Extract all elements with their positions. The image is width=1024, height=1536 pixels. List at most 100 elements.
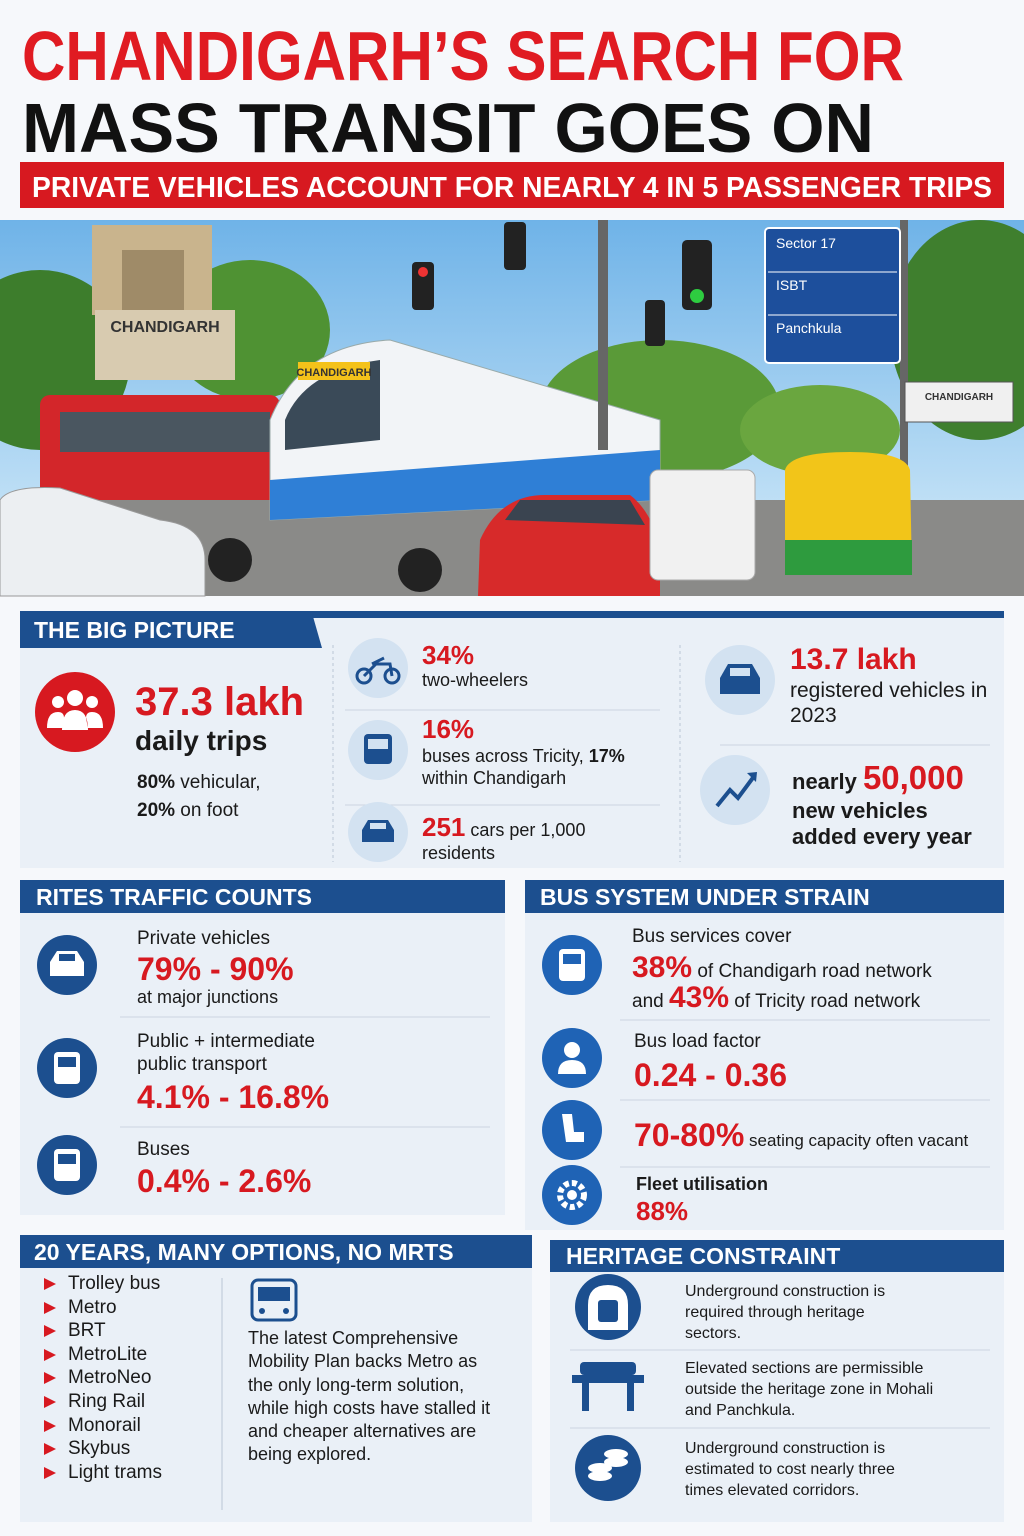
train-icon xyxy=(250,1278,298,1322)
figure: 88% xyxy=(636,1196,689,1226)
section-heading: 20 YEARS, MANY OPTIONS, NO MRTS xyxy=(34,1239,454,1265)
figure: 16% xyxy=(422,714,475,744)
option-item: BRT xyxy=(42,1319,106,1342)
option-item: Ring Rail xyxy=(42,1390,145,1413)
section-bar xyxy=(550,1240,1004,1272)
coins-icon xyxy=(575,1435,641,1501)
bus-icon xyxy=(37,1038,97,1098)
growth-icon xyxy=(700,755,770,825)
text-line: 38% of Chandigarh road network xyxy=(632,950,932,986)
landmark xyxy=(122,250,184,315)
car-icon xyxy=(37,935,97,995)
section-bar xyxy=(20,1235,532,1268)
figure: 4.1% - 16.8% xyxy=(137,1079,330,1115)
label: vehicular, xyxy=(175,772,261,793)
option-item: Light trams xyxy=(42,1461,162,1484)
label: on foot xyxy=(175,800,239,821)
section-tab xyxy=(20,613,322,648)
direction-sign-text: Panchkula xyxy=(776,320,842,336)
figure: 80% xyxy=(137,772,176,793)
light xyxy=(690,289,704,303)
landmark-sign: CHANDIGARH xyxy=(110,319,219,336)
motorcycle-icon xyxy=(348,638,408,698)
tram-sign-board xyxy=(298,362,370,380)
option-item: Monorail xyxy=(42,1414,141,1437)
direction-sign-text: Sector 17 xyxy=(776,235,836,251)
bus-icon xyxy=(37,1135,97,1195)
elevated-icon xyxy=(572,1362,644,1411)
label: Fleet utilisation xyxy=(636,1174,769,1194)
figure: 70-80% xyxy=(634,1117,745,1153)
label: of Tricity road network xyxy=(729,991,921,1012)
title-line: CHANDIGARH’S SEARCH FOR xyxy=(22,17,904,95)
people-icon xyxy=(35,672,115,752)
title-line: MASS TRANSIT GOES ON xyxy=(22,89,874,167)
note: at major junctions xyxy=(137,987,279,1007)
option-item: Trolley bus xyxy=(42,1272,160,1295)
seat-icon xyxy=(542,1100,602,1160)
landmark-sign-board xyxy=(95,310,235,380)
heritage-note: Underground construction is required thr… xyxy=(685,1283,886,1342)
street-photo: CHANDIGARH CHANDIGARH Sector 17 ISBT Pan… xyxy=(0,220,1024,597)
section-bar xyxy=(525,880,1004,913)
label: Bus load factor xyxy=(634,1031,761,1052)
car-icon xyxy=(348,802,408,862)
section-heading: BUS SYSTEM UNDER STRAIN xyxy=(540,884,870,910)
figure: 17% xyxy=(588,746,625,766)
person-icon xyxy=(542,1028,602,1088)
heritage-note: Underground construction is estimated to… xyxy=(685,1440,895,1499)
figure: 50,000 xyxy=(862,759,964,796)
text-line: 20% on foot xyxy=(137,800,238,823)
subtitle-banner xyxy=(20,162,1004,208)
text-line: 80% vehicular, xyxy=(137,772,261,795)
panel xyxy=(20,1235,532,1522)
tunnel-icon xyxy=(575,1274,641,1340)
figure: 37.3 lakh xyxy=(135,680,305,724)
figure: 79% - 90% xyxy=(137,951,294,987)
text-line: and 43% of Tricity road network xyxy=(632,980,920,1016)
note: The latest Comprehensive Mobility Plan b… xyxy=(248,1328,491,1465)
roadside-sign-board xyxy=(904,381,1014,423)
figure: 0.4% - 2.6% xyxy=(137,1163,312,1199)
figure: 13.7 lakh xyxy=(790,643,917,676)
option-item: MetroNeo xyxy=(42,1366,151,1389)
label: Buses xyxy=(137,1139,190,1160)
section-bar xyxy=(20,880,505,913)
figure: 251 xyxy=(422,812,466,842)
figure: 38% xyxy=(632,951,693,984)
figure: 20% xyxy=(137,800,176,821)
figure: 43% xyxy=(668,981,730,1014)
label: new vehicles added every year xyxy=(792,797,972,849)
figure: 34% xyxy=(422,640,475,670)
panel-rule xyxy=(20,611,1004,618)
label: Bus services cover xyxy=(632,926,792,947)
panel xyxy=(20,612,1004,868)
label: registered vehicles in 2023 xyxy=(790,679,988,728)
tram-window xyxy=(285,360,380,450)
car-window xyxy=(505,500,645,525)
section-heading: RITES TRAFFIC COUNTS xyxy=(36,884,312,910)
label: buses across Tricity, xyxy=(422,746,589,766)
traffic-light xyxy=(504,222,526,270)
text-line: nearly 50,000 new vehicles added every ye… xyxy=(792,758,997,850)
label: and xyxy=(632,991,669,1012)
option-item: Metro xyxy=(42,1296,117,1319)
label: nearly xyxy=(792,769,863,794)
direction-sign-text: ISBT xyxy=(776,277,808,293)
option-item: MetroLite xyxy=(42,1343,147,1366)
section-heading: HERITAGE CONSTRAINT xyxy=(566,1243,841,1269)
subtitle: PRIVATE VEHICLES ACCOUNT FOR NEARLY 4 IN… xyxy=(32,172,992,204)
bus-window xyxy=(60,412,270,452)
roadside-sign: CHANDIGARH xyxy=(925,392,993,403)
light xyxy=(418,267,428,277)
car xyxy=(0,487,206,597)
motorcycle-wheel xyxy=(398,548,442,592)
heritage-note: Elevated sections are permissible outsid… xyxy=(685,1360,934,1419)
text-line: 251 cars per 1,000 residents xyxy=(422,812,637,865)
pole xyxy=(900,220,908,480)
label: cars per 1,000 residents xyxy=(422,820,586,864)
label: daily trips xyxy=(135,725,268,756)
van xyxy=(649,469,756,581)
bus-icon xyxy=(348,720,408,780)
